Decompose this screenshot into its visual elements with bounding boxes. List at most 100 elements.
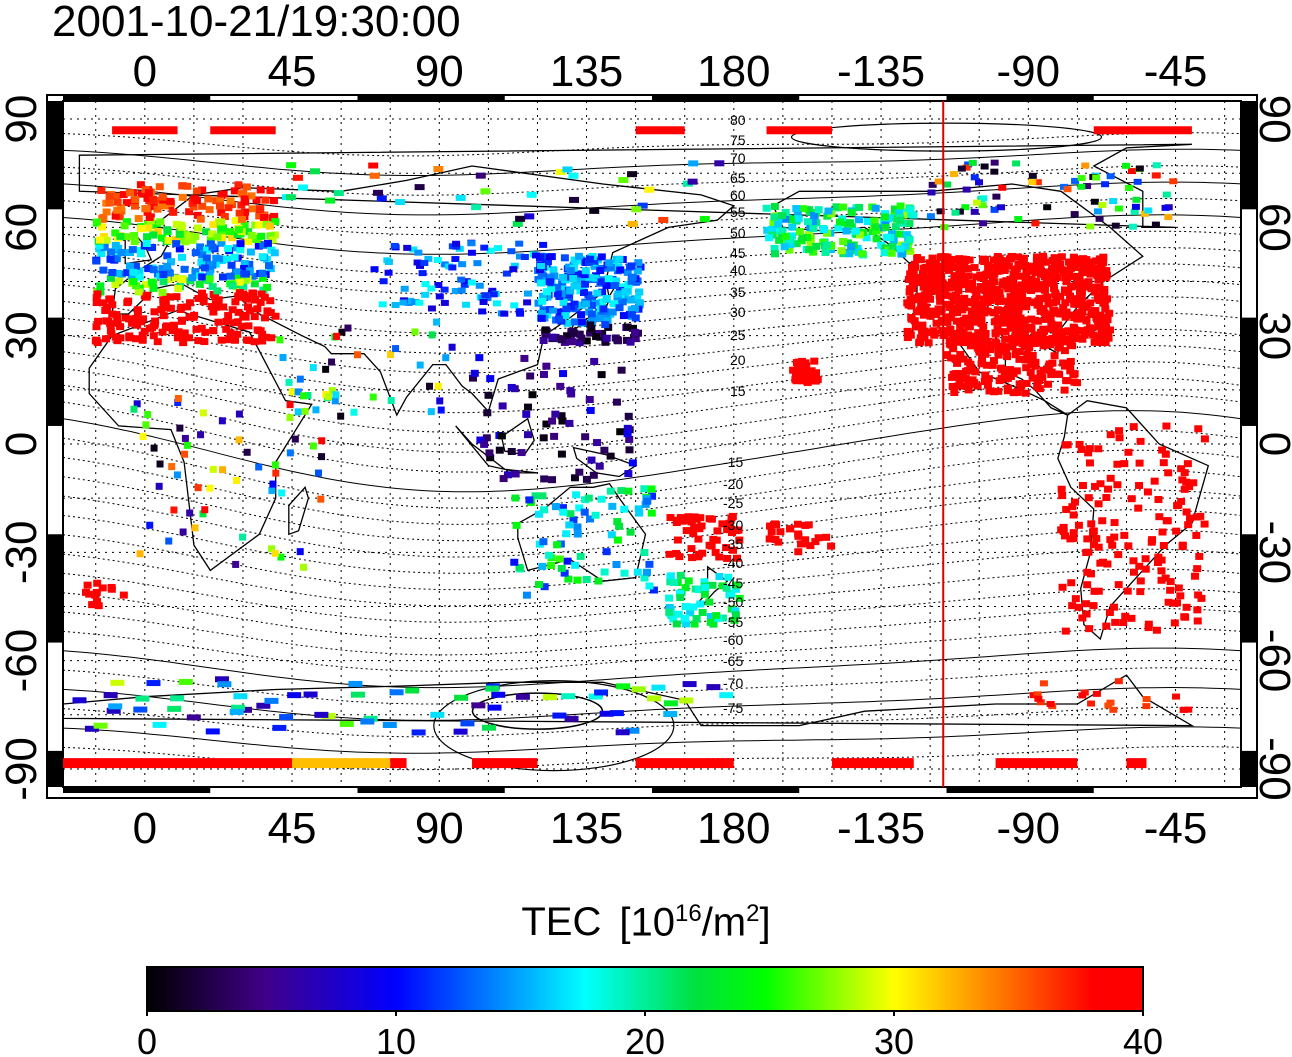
tec-cell bbox=[387, 396, 395, 404]
tec-cell bbox=[199, 293, 208, 301]
tec-cell bbox=[555, 169, 566, 176]
tec-cell bbox=[624, 412, 633, 420]
tec-cell bbox=[998, 366, 1007, 374]
tec-cell bbox=[129, 268, 138, 276]
tec-cell bbox=[665, 603, 674, 611]
tec-cell bbox=[559, 273, 568, 281]
tec-cell bbox=[112, 192, 121, 200]
tec-cell bbox=[592, 333, 601, 341]
tec-cell bbox=[96, 282, 105, 290]
tec-cell bbox=[882, 233, 891, 241]
tec-cell bbox=[152, 721, 167, 728]
tec-cell bbox=[140, 327, 149, 335]
tec-cell bbox=[616, 266, 625, 274]
tec-cell bbox=[561, 312, 570, 320]
tec-cell bbox=[804, 521, 813, 529]
tec-cell bbox=[593, 439, 602, 447]
tec-cell bbox=[107, 330, 116, 338]
tec-cell bbox=[1000, 297, 1009, 305]
contour-label: 30 bbox=[730, 304, 746, 320]
tec-cell bbox=[420, 260, 429, 267]
tec-cell bbox=[600, 568, 609, 576]
tec-cell bbox=[1084, 494, 1093, 502]
tec-cell bbox=[998, 319, 1007, 327]
tec-cell bbox=[511, 494, 520, 502]
tec-cell bbox=[974, 329, 983, 337]
tec-cell bbox=[1042, 279, 1051, 287]
contour-line bbox=[63, 469, 1241, 542]
tec-cell bbox=[491, 691, 506, 698]
tec-cell bbox=[918, 321, 927, 329]
tec-cell bbox=[1179, 706, 1188, 713]
tec-cell bbox=[112, 255, 121, 263]
tec-cell bbox=[194, 337, 203, 345]
tec-cell bbox=[164, 293, 173, 301]
tec-cell bbox=[115, 213, 124, 221]
tec-cell bbox=[1172, 693, 1181, 700]
contour-line bbox=[63, 165, 1241, 196]
tec-cell bbox=[547, 561, 556, 569]
tec-cell bbox=[543, 258, 552, 266]
contour-label: 15 bbox=[730, 383, 746, 399]
tec-cell bbox=[612, 560, 621, 568]
tec-cell bbox=[595, 314, 604, 322]
tec-cell bbox=[1059, 359, 1068, 367]
tec-cell bbox=[602, 548, 611, 556]
tec-cell bbox=[240, 195, 249, 203]
contour-label: -45 bbox=[723, 575, 743, 591]
tec-cell bbox=[198, 202, 207, 210]
tec-cell bbox=[309, 168, 320, 175]
tec-cell bbox=[774, 220, 783, 228]
colorbar-label-close: ] bbox=[759, 900, 771, 945]
tec-cell bbox=[1026, 368, 1035, 376]
tec-cell bbox=[972, 273, 981, 281]
tec-cell bbox=[557, 450, 566, 458]
tec-cell bbox=[1154, 495, 1163, 503]
tec-cell bbox=[1094, 313, 1103, 321]
tec-cell bbox=[180, 333, 189, 341]
tec-cell bbox=[1031, 362, 1040, 370]
tec-cell bbox=[1051, 289, 1060, 297]
tec-cell bbox=[626, 528, 635, 536]
tec-cell bbox=[138, 331, 147, 339]
tec-cell bbox=[953, 359, 962, 367]
tec-cell bbox=[136, 250, 145, 258]
tec-cell bbox=[1036, 370, 1045, 378]
tec-cell bbox=[338, 328, 346, 336]
tec-cell bbox=[258, 269, 267, 277]
tec-cell bbox=[663, 711, 678, 718]
tec-cell bbox=[990, 159, 999, 166]
lat-label-left: 90 bbox=[0, 95, 46, 144]
tec-cell bbox=[1069, 371, 1078, 379]
tec-cell bbox=[916, 256, 925, 264]
tec-cell bbox=[1024, 263, 1033, 271]
tec-cell bbox=[1161, 204, 1170, 211]
tec-cell bbox=[239, 282, 248, 290]
tec-cell bbox=[255, 463, 263, 471]
contour-line bbox=[63, 726, 1241, 754]
contour-line bbox=[63, 706, 1241, 738]
tec-cell bbox=[500, 310, 509, 317]
tec-cell bbox=[1183, 460, 1192, 468]
tec-cell bbox=[564, 575, 573, 583]
tec-cell bbox=[1104, 485, 1113, 493]
tec-cell bbox=[101, 307, 110, 315]
tec-cell bbox=[232, 560, 240, 568]
tec-cell bbox=[309, 442, 317, 450]
tec-cell bbox=[921, 280, 930, 288]
tec-cell bbox=[616, 428, 625, 436]
tec-cell bbox=[133, 400, 141, 408]
tec-cell bbox=[564, 715, 579, 722]
tec-cell bbox=[1066, 357, 1075, 365]
tec-cell bbox=[983, 289, 992, 297]
lon-label-top: -135 bbox=[837, 47, 925, 96]
polar-strip bbox=[635, 758, 734, 769]
tec-cell bbox=[1097, 269, 1106, 277]
tec-cell bbox=[271, 549, 279, 557]
tec-cell bbox=[1115, 427, 1124, 435]
tec-cell bbox=[1039, 342, 1048, 350]
frame-tick-bottom bbox=[946, 787, 1094, 793]
tec-cell bbox=[955, 255, 964, 263]
tec-cell bbox=[643, 497, 652, 505]
tec-cell bbox=[575, 282, 584, 290]
